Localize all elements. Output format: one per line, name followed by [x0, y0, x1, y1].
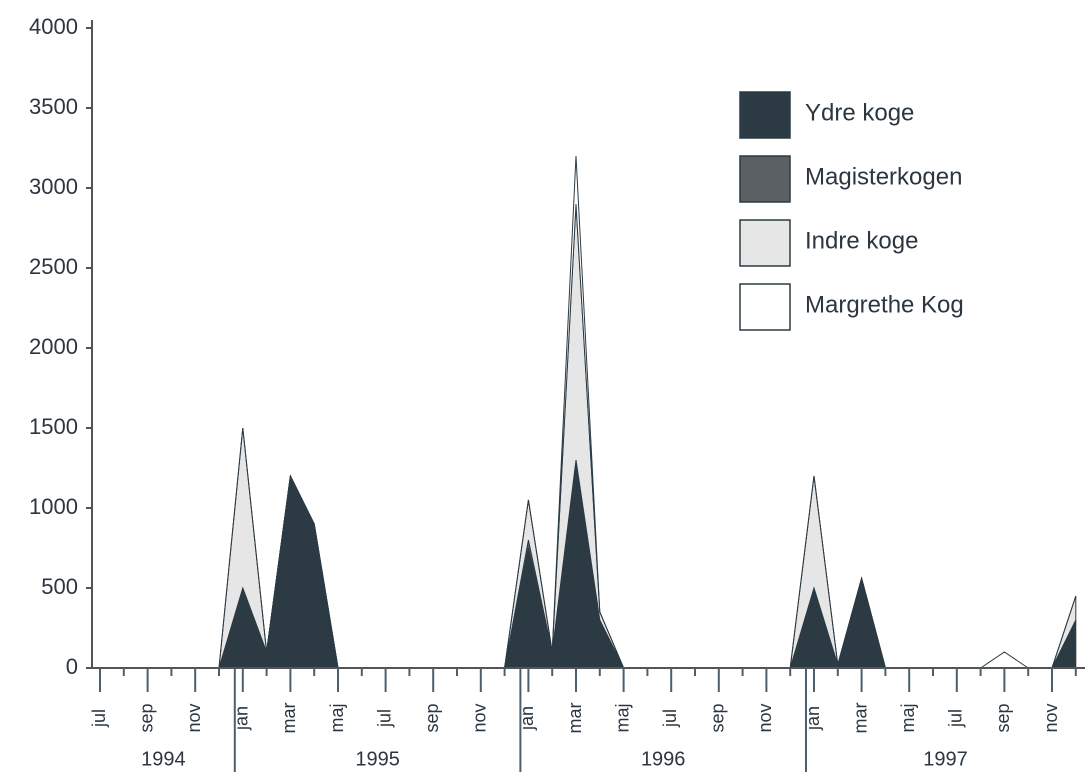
y-tick-label: 2500	[29, 254, 78, 279]
x-tick-label: maj	[612, 703, 632, 732]
legend-label: Margrethe Kog	[805, 291, 964, 318]
year-label: 1997	[923, 748, 968, 770]
legend-swatch	[739, 91, 791, 139]
x-tick-label: mar	[850, 702, 870, 733]
x-tick-label: sep	[136, 703, 156, 732]
x-tick-label: jul	[946, 709, 966, 728]
legend-swatch	[739, 219, 791, 267]
x-tick-label: maj	[898, 703, 918, 732]
x-tick-label: nov	[1041, 703, 1061, 732]
x-tick-label: mar	[565, 702, 585, 733]
x-tick-label: jan	[517, 706, 537, 731]
y-tick-label: 1500	[29, 414, 78, 439]
legend-swatch	[739, 155, 791, 203]
legend-swatch	[739, 283, 791, 331]
y-tick-label: 4000	[29, 14, 78, 39]
y-tick-label: 2000	[29, 334, 78, 359]
year-label: 1996	[641, 748, 686, 770]
y-tick-label: 1000	[29, 494, 78, 519]
y-tick-label: 3000	[29, 174, 78, 199]
x-tick-label: jan	[232, 706, 252, 731]
x-tick-label: jul	[374, 709, 394, 728]
year-label: 1994	[141, 748, 186, 770]
x-tick-label: jul	[660, 709, 680, 728]
y-tick-label: 0	[66, 654, 78, 679]
x-tick-label: jan	[803, 706, 823, 731]
x-tick-label: mar	[279, 702, 299, 733]
y-tick-label: 500	[41, 574, 78, 599]
legend-label: Indre koge	[805, 227, 918, 254]
x-tick-label: jul	[89, 709, 109, 728]
legend-label: Ydre koge	[805, 99, 914, 126]
x-tick-label: nov	[470, 703, 490, 732]
x-tick-label: sep	[708, 703, 728, 732]
year-label: 1995	[355, 748, 400, 770]
x-tick-label: nov	[184, 703, 204, 732]
x-tick-label: nov	[755, 703, 775, 732]
x-tick-label: maj	[327, 703, 347, 732]
y-tick-label: 3500	[29, 94, 78, 119]
legend-label: Magisterkogen	[805, 163, 962, 190]
x-tick-label: sep	[993, 703, 1013, 732]
x-tick-label: sep	[422, 703, 442, 732]
